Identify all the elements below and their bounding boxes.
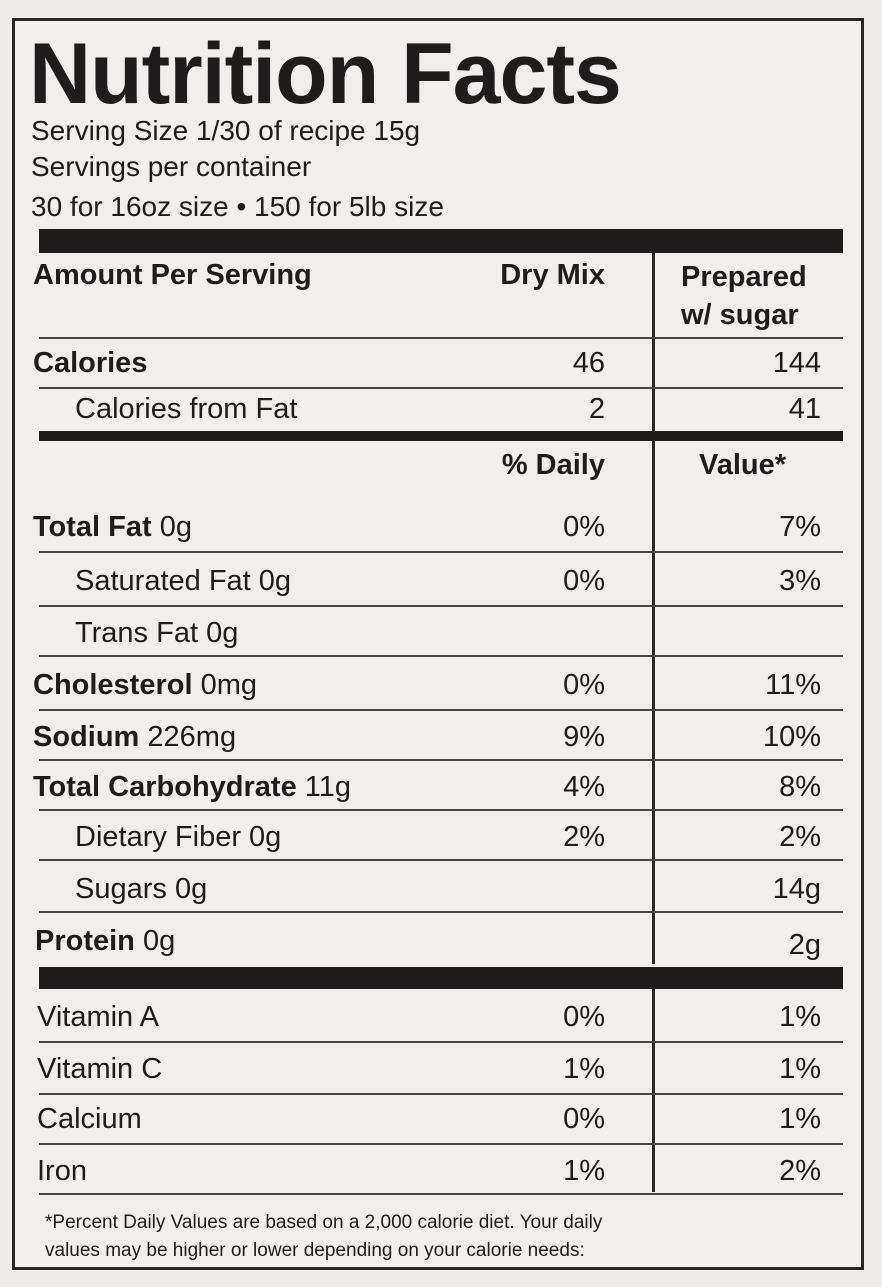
calories-from-fat-prepared: 41 xyxy=(788,393,821,425)
nutrient-row-sodium: Sodium 226mg xyxy=(33,721,237,753)
row-divider xyxy=(39,337,843,339)
column-divider xyxy=(652,441,655,964)
vitamin-row-vitamin-c: Vitamin C xyxy=(37,1053,163,1085)
row-divider xyxy=(39,605,843,607)
label-title: Nutrition Facts xyxy=(29,26,622,122)
dietary-fiber-dry: 2% xyxy=(563,821,605,853)
row-divider xyxy=(39,759,843,761)
cholesterol-dry: 0% xyxy=(563,669,605,701)
sugars-prepared: 14g xyxy=(772,873,821,905)
daily-value-header-right: Value* xyxy=(699,449,787,481)
vitamin-a-dry: 0% xyxy=(563,1001,605,1033)
footnote-line: values may be higher or lower depending … xyxy=(45,1239,585,1261)
row-divider xyxy=(39,911,843,913)
nutrient-row-total-carbohydrate: Total Carbohydrate 11g xyxy=(33,771,352,803)
calcium-prepared: 1% xyxy=(779,1103,821,1135)
protein-prepared: 2g xyxy=(788,929,821,961)
serving-size: Serving Size 1/30 of recipe 15g xyxy=(31,115,421,146)
calories-prepared: 144 xyxy=(772,347,821,379)
vitamin-row-vitamin-a: Vitamin A xyxy=(37,1001,159,1033)
nutrient-row-saturated-fat: Saturated Fat 0g xyxy=(75,565,292,597)
row-divider xyxy=(39,1093,843,1095)
column-divider xyxy=(652,253,655,433)
calcium-dry: 0% xyxy=(563,1103,605,1135)
servings-per-container: Servings per container xyxy=(31,151,312,182)
column-divider xyxy=(652,987,655,1192)
calories-from-fat-dry: 2 xyxy=(588,393,605,425)
row-divider xyxy=(39,859,843,861)
calories-from-fat-label: Calories from Fat xyxy=(75,393,298,425)
saturated-fat-dry: 0% xyxy=(563,565,605,597)
nutrient-row-cholesterol: Cholesterol 0mg xyxy=(33,669,258,701)
nutrient-row-dietary-fiber: Dietary Fiber 0g xyxy=(75,821,282,853)
iron-dry: 1% xyxy=(563,1155,605,1187)
footnote: *Percent Daily Values are based on a 2,0… xyxy=(45,1209,845,1264)
row-divider xyxy=(39,551,843,553)
row-divider xyxy=(39,1193,843,1195)
prepared-header: Prepared xyxy=(681,261,807,293)
nutrition-facts-label: Nutrition Facts Serving Size 1/30 of rec… xyxy=(12,18,864,1270)
medium-divider xyxy=(39,431,843,441)
row-divider xyxy=(39,809,843,811)
amount-per-serving-header: Amount Per Serving xyxy=(33,259,312,291)
nutrient-row-total-fat: Total Fat 0g xyxy=(33,511,193,543)
row-divider xyxy=(39,655,843,657)
iron-prepared: 2% xyxy=(779,1155,821,1187)
footnote-line: *Percent Daily Values are based on a 2,0… xyxy=(45,1212,603,1233)
dry-mix-header: Dry Mix xyxy=(500,259,605,291)
vitamin-row-iron: Iron xyxy=(37,1155,87,1187)
calories-label: Calories xyxy=(33,347,148,379)
vitamin-row-calcium: Calcium xyxy=(37,1103,142,1135)
vitamin-c-prepared: 1% xyxy=(779,1053,821,1085)
dietary-fiber-prepared: 2% xyxy=(779,821,821,853)
servings-detail: 30 for 16oz size • 150 for 5lb size xyxy=(31,191,444,222)
row-divider xyxy=(39,709,843,711)
thick-divider xyxy=(39,229,843,253)
total-carbohydrate-dry: 4% xyxy=(563,771,605,803)
row-divider xyxy=(39,1041,843,1043)
vitamin-a-prepared: 1% xyxy=(779,1001,821,1033)
calories-dry: 46 xyxy=(572,347,605,379)
prepared-header-sub: w/ sugar xyxy=(681,299,799,331)
row-divider xyxy=(39,1143,843,1145)
vitamin-c-dry: 1% xyxy=(563,1053,605,1085)
total-carbohydrate-prepared: 8% xyxy=(779,771,821,803)
sodium-prepared: 10% xyxy=(762,721,821,753)
nutrient-row-protein: Protein 0g xyxy=(35,925,176,957)
total-fat-dry: 0% xyxy=(563,511,605,543)
daily-value-header-left: % Daily xyxy=(501,449,605,481)
sodium-dry: 9% xyxy=(563,721,605,753)
row-divider xyxy=(39,387,843,389)
nutrient-row-sugars: Sugars 0g xyxy=(75,873,208,905)
cholesterol-prepared: 11% xyxy=(765,669,821,701)
thick-divider xyxy=(39,967,843,989)
total-fat-prepared: 7% xyxy=(779,511,821,543)
nutrient-row-trans-fat: Trans Fat 0g xyxy=(75,617,239,649)
saturated-fat-prepared: 3% xyxy=(779,565,821,597)
